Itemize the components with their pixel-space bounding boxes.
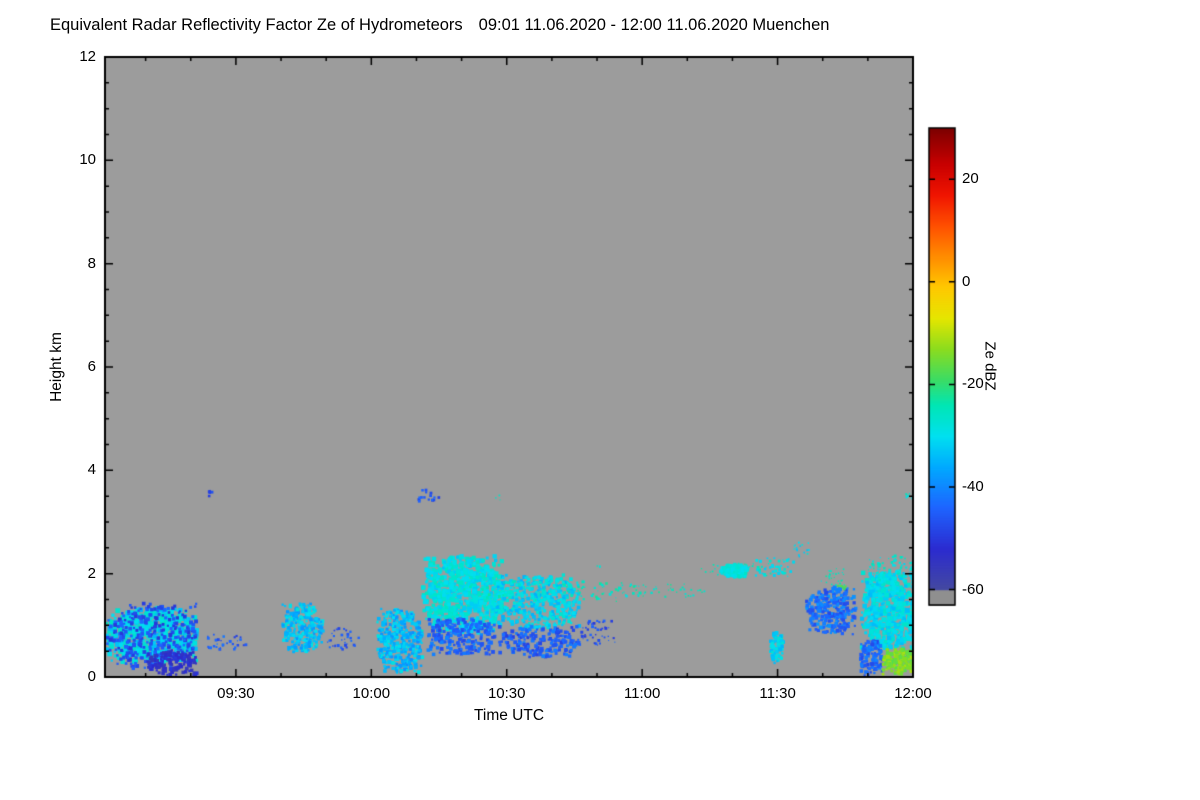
x-tick-label: 12:00 [894, 685, 932, 702]
x-tick-label: 11:30 [759, 685, 796, 702]
y-tick-label: 10 [79, 151, 96, 169]
colorbar-tick-label: -60 [962, 580, 984, 598]
colorbar-tick-label: -40 [962, 478, 984, 496]
chart-title: Equivalent Radar Reflectivity Factor Ze … [50, 16, 463, 34]
x-axis-label: Time UTC [473, 707, 545, 724]
y-tick-label: 0 [87, 668, 96, 685]
y-tick-label: 6 [87, 358, 96, 375]
chart-title-row: Equivalent Radar Reflectivity Factor Ze … [50, 16, 829, 35]
x-tick-label: 10:30 [487, 685, 526, 702]
colorbar-tick-label: 20 [962, 170, 979, 188]
x-tick-label: 10:00 [352, 685, 391, 702]
x-tick-label: 11:00 [623, 685, 661, 702]
y-tick-label: 4 [87, 461, 96, 479]
y-tick-label: 8 [87, 254, 96, 272]
y-tick-label: 12 [79, 48, 96, 65]
colorbar-tick-label: 0 [962, 272, 971, 290]
y-tick-label: 2 [87, 564, 96, 582]
chart-period: 09:01 11.06.2020 - 12:00 11.06.2020 Muen… [478, 16, 830, 34]
x-tick-label: 09:30 [217, 685, 255, 702]
colorbar-label: Ze dBZ [981, 341, 999, 391]
colorbar-tick-label: -20 [962, 375, 984, 393]
